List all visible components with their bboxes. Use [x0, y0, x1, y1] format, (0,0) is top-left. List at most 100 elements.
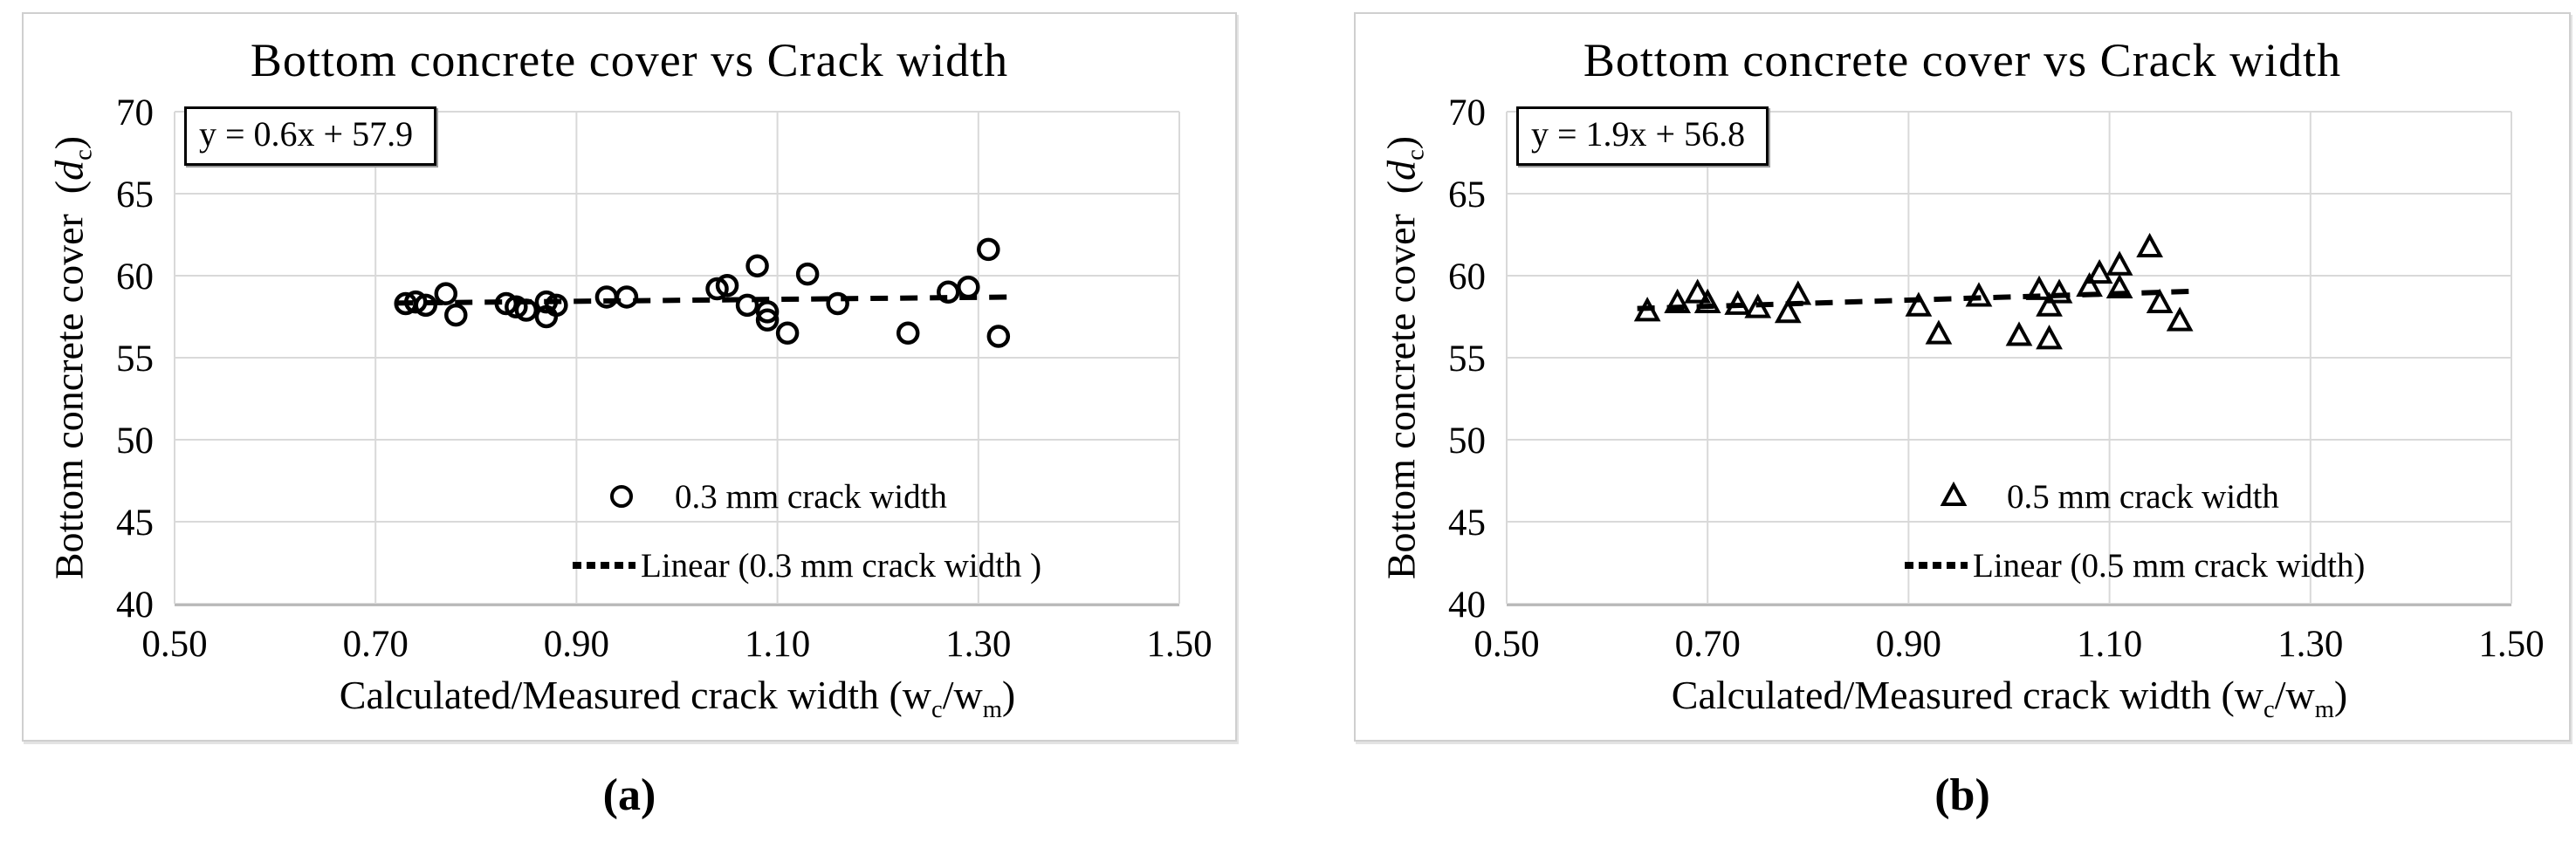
- data-point-marker: [745, 254, 769, 277]
- data-point-marker: [1925, 319, 1953, 345]
- data-series: [394, 237, 1011, 348]
- data-point-marker: [414, 293, 437, 318]
- data-point-marker: [534, 290, 559, 314]
- plot-svg: 70 65 60 55 50 45 400.50 0.70 0.90 1.10 1.30 1.50: [116, 92, 1212, 665]
- data-point-marker: [705, 277, 729, 301]
- axis-title-fragment: ): [1378, 135, 1424, 150]
- data-point-marker: [735, 293, 759, 318]
- axis-title-fragment: c: [70, 149, 98, 161]
- axis-title-fragment: /w: [2274, 673, 2315, 717]
- data-point-marker: [1784, 280, 1812, 305]
- data-point-marker: [1965, 282, 1993, 307]
- data-series: [1633, 232, 2194, 350]
- data-point-marker: [615, 285, 639, 309]
- data-point-marker: [514, 298, 539, 322]
- axis-title-fragment: Calculated/Measured crack width (w: [339, 673, 932, 717]
- axis-title-fragment: d: [46, 160, 92, 181]
- data-point-marker: [896, 321, 920, 345]
- data-point-marker: [826, 291, 849, 316]
- data-point-marker: [2146, 288, 2174, 313]
- y-tick-label: 40: [116, 585, 154, 626]
- y-axis-title: Bottom concrete cover (dc): [46, 135, 98, 580]
- data-point-marker: [1724, 290, 1752, 315]
- chart-title: Bottom concrete cover vs Crack width: [1583, 34, 2342, 86]
- data-point-marker: [1774, 298, 1802, 324]
- y-tick-label: 50: [1448, 421, 1486, 462]
- data-point-marker: [534, 304, 559, 329]
- equation-label: y = 1.9x + 56.8: [1516, 106, 1769, 166]
- y-tick-label: 50: [116, 421, 154, 462]
- x-tick-label: 0.50: [1473, 624, 1539, 665]
- data-point-marker: [986, 325, 1011, 348]
- y-tick-label: 60: [1448, 256, 1486, 298]
- y-tick-label: 55: [1448, 339, 1486, 380]
- axis-title-fragment: c: [2263, 696, 2275, 724]
- data-point-marker: [594, 285, 619, 309]
- data-point-marker: [775, 321, 800, 345]
- gridlines: [1506, 111, 2512, 606]
- figure-panel-b: Bottom concrete cover vs Crack width y =…: [1354, 12, 2571, 742]
- x-axis-title: Calculated/Measured crack width (wc/wm): [175, 672, 1180, 722]
- data-point-marker: [1684, 278, 1712, 304]
- y-tick-label: 45: [1448, 503, 1486, 544]
- axis-title-fragment: m: [982, 696, 1002, 724]
- x-tick-label: 0.50: [141, 624, 207, 665]
- x-tick-label: 0.90: [544, 624, 609, 665]
- data-point-marker: [715, 274, 739, 298]
- axis-title-fragment: ): [1001, 673, 1016, 717]
- axis-title-fragment: m: [2314, 696, 2334, 724]
- figure-panel-a: Bottom concrete cover vs Crack width y =…: [22, 12, 1237, 742]
- data-point-marker: [1693, 288, 1721, 313]
- axis-title-fragment: Calculated/Measured crack width (w: [1671, 673, 2264, 717]
- axis-title-fragment: Bottom concrete cover (: [46, 180, 92, 580]
- data-point-marker: [2085, 258, 2113, 284]
- data-point-marker: [505, 295, 528, 318]
- y-tick-label: 55: [116, 339, 154, 380]
- y-tick-label: 65: [1448, 174, 1486, 215]
- data-point-marker: [1633, 297, 1661, 322]
- axis-title-fragment: Bottom concrete cover (: [1378, 180, 1424, 580]
- data-point-marker: [2036, 325, 2063, 350]
- y-tick-label: 45: [116, 503, 154, 544]
- data-point-marker: [2005, 321, 2033, 346]
- x-axis-title: Calculated/Measured crack width (wc/wm): [1507, 672, 2512, 722]
- x-tick-label: 0.70: [343, 624, 409, 665]
- axis-title-fragment: ): [2333, 673, 2348, 717]
- caption-b: (b): [1934, 770, 1990, 820]
- equation-label: y = 0.6x + 57.9: [184, 106, 437, 166]
- y-tick-label: 65: [116, 174, 154, 215]
- trendline: [395, 294, 1009, 306]
- plot-svg: 70 65 60 55 50 45 400.50 0.70 0.90 1.10 1.30 1.50: [1448, 92, 2545, 665]
- axis-title-fragment: /w: [942, 673, 983, 717]
- axis-title-fragment: c: [1402, 149, 1430, 161]
- data-point-marker: [403, 290, 428, 314]
- y-tick-label: 70: [1448, 92, 1486, 133]
- x-tick-label: 1.10: [2077, 624, 2142, 665]
- y-tick-label: 60: [116, 256, 154, 298]
- data-point-marker: [795, 262, 820, 286]
- data-point-marker: [957, 275, 980, 299]
- data-point-marker: [1664, 288, 1692, 313]
- x-tick-label: 1.10: [745, 624, 810, 665]
- axis-title-fragment: d: [1378, 160, 1424, 181]
- caption-a: (a): [602, 770, 656, 820]
- x-tick-label: 0.90: [1876, 624, 1941, 665]
- x-tick-label: 0.70: [1675, 624, 1741, 665]
- data-point-marker: [434, 282, 458, 305]
- chart-title: Bottom concrete cover vs Crack width: [250, 34, 1009, 86]
- y-tick-label: 70: [116, 92, 154, 133]
- data-point-marker: [2166, 306, 2194, 332]
- axis-title-fragment: ): [46, 135, 92, 150]
- data-point-marker: [444, 303, 468, 327]
- data-point-marker: [755, 308, 780, 332]
- y-axis-title: Bottom concrete cover (dc): [1378, 135, 1430, 580]
- x-tick-label: 1.30: [945, 624, 1011, 665]
- data-point-marker: [755, 300, 780, 324]
- y-tick-label: 40: [1448, 585, 1486, 626]
- data-point-marker: [1905, 291, 1933, 317]
- data-point-marker: [2045, 278, 2073, 304]
- data-point-marker: [2105, 273, 2133, 299]
- axis-title-fragment: c: [931, 696, 943, 724]
- data-point-marker: [977, 237, 1000, 262]
